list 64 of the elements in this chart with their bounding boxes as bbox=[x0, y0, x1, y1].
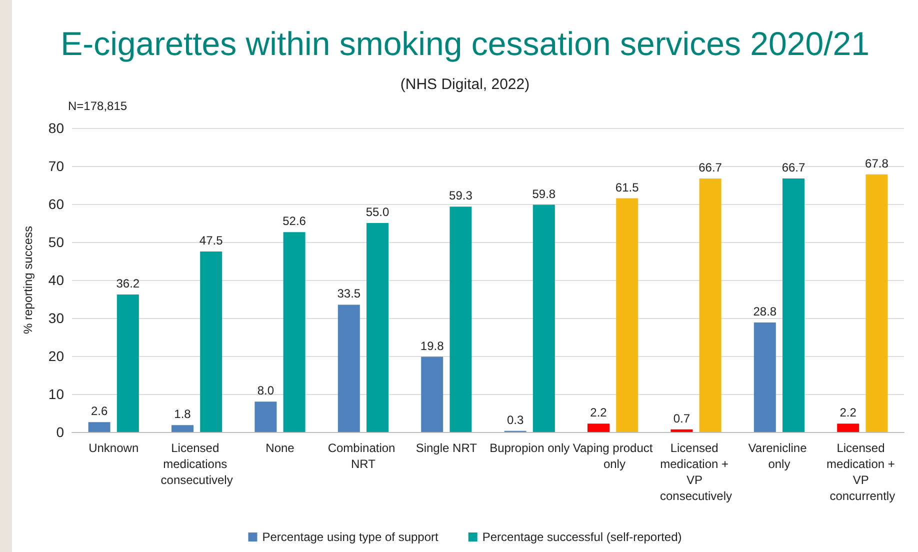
data-label: 66.7 bbox=[782, 160, 806, 175]
bar bbox=[754, 322, 776, 432]
bar bbox=[200, 252, 222, 432]
bar bbox=[837, 424, 860, 432]
bar bbox=[866, 174, 888, 432]
x-tick-label: Vaping product only bbox=[572, 441, 654, 471]
bar bbox=[616, 198, 638, 432]
data-label: 59.8 bbox=[532, 186, 556, 201]
bar bbox=[782, 178, 804, 432]
bar bbox=[421, 356, 444, 432]
data-label: 33.5 bbox=[337, 286, 361, 301]
bar bbox=[283, 232, 306, 432]
y-tick-label: 10 bbox=[48, 386, 64, 402]
bar bbox=[172, 425, 194, 432]
bar bbox=[338, 304, 360, 432]
data-label: 28.8 bbox=[753, 304, 777, 319]
x-tick-label: Single NRT bbox=[416, 441, 478, 455]
x-tick-label: Bupropion only bbox=[490, 441, 570, 455]
y-tick-label: 70 bbox=[48, 158, 64, 174]
chart-subtitle: (NHS Digital, 2022) bbox=[400, 76, 530, 93]
bar bbox=[116, 294, 139, 432]
bar bbox=[532, 204, 555, 432]
bar bbox=[450, 206, 472, 432]
data-label: 2.2 bbox=[590, 406, 608, 420]
data-label: 19.8 bbox=[420, 338, 444, 353]
bar bbox=[588, 424, 610, 432]
data-label: 36.2 bbox=[116, 276, 140, 290]
bar bbox=[254, 402, 277, 432]
y-tick-label: 50 bbox=[48, 234, 64, 250]
x-tick-label: Licensed medication + VP concurrently bbox=[826, 441, 898, 503]
y-tick-label: 40 bbox=[48, 272, 64, 288]
data-label: 0.7 bbox=[673, 411, 690, 426]
data-label: 47.5 bbox=[199, 234, 224, 248]
bar bbox=[670, 429, 693, 432]
y-tick-label: 20 bbox=[48, 348, 64, 364]
x-tick-label: Licensed medication + VP consecutively bbox=[660, 441, 732, 503]
x-tick-label: Licensed medications consecutively bbox=[160, 441, 233, 487]
bar bbox=[366, 223, 388, 432]
text: N=178,815 bbox=[68, 99, 128, 113]
legend-label: Percentage using type of support bbox=[262, 530, 440, 544]
chart-title: E-cigarettes within smoking cessation services 2020/21 bbox=[60, 25, 870, 62]
data-label: 61.5 bbox=[615, 180, 640, 194]
y-tick-label: 0 bbox=[56, 424, 64, 440]
data-label: 66.7 bbox=[698, 160, 722, 175]
x-tick-label: None bbox=[266, 441, 295, 455]
bar bbox=[699, 178, 722, 432]
data-label: 0.3 bbox=[506, 412, 524, 427]
data-label: 59.3 bbox=[449, 188, 473, 203]
y-axis-title: % reporting success bbox=[21, 226, 35, 334]
legend-label: Percentage successful (self-reported) bbox=[482, 530, 682, 544]
x-tick-label: Combination NRT bbox=[328, 441, 399, 471]
y-tick-label: 30 bbox=[48, 310, 64, 326]
data-label: 52.6 bbox=[282, 214, 306, 228]
data-label: 8.0 bbox=[257, 384, 274, 398]
y-tick-label: 80 bbox=[48, 120, 64, 136]
bar bbox=[88, 422, 110, 432]
data-label: 2.2 bbox=[840, 406, 857, 420]
data-label: 1.8 bbox=[174, 407, 192, 422]
y-tick-label: 60 bbox=[48, 196, 64, 212]
data-label: 55.0 bbox=[366, 205, 390, 219]
x-tick-label: Varenicline only bbox=[748, 441, 810, 471]
data-label: 67.8 bbox=[865, 156, 889, 170]
data-label: 2.6 bbox=[90, 404, 108, 418]
x-tick-label: Unknown bbox=[88, 441, 139, 455]
